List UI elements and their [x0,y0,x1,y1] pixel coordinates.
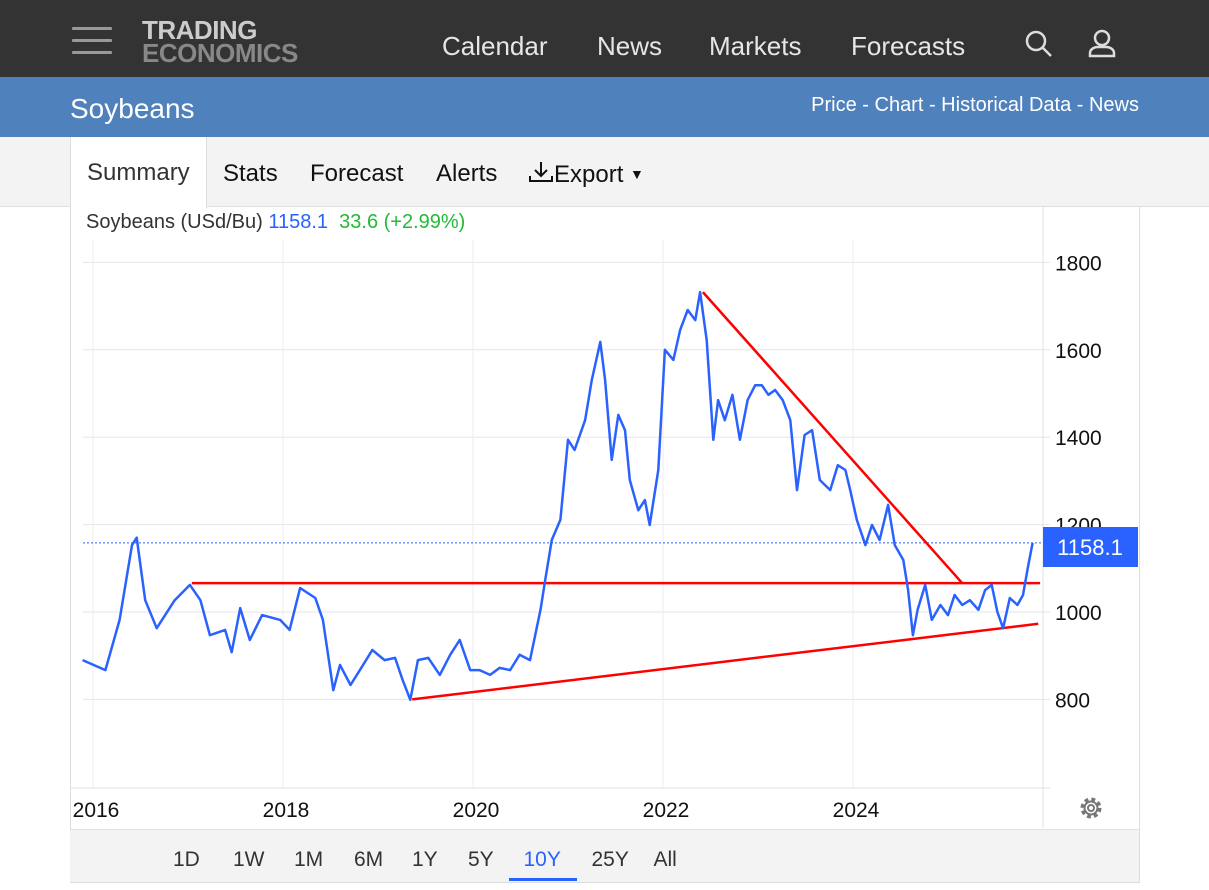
tab-forecast[interactable]: Forecast [310,160,404,187]
tab-alerts[interactable]: Alerts [436,160,498,187]
y-tick-label: 1600 [1055,340,1102,363]
chart-container [70,207,1140,883]
legend-price: 1158.1 [268,211,329,233]
tab-summary[interactable]: Summary [70,137,207,208]
range-selector [70,829,1139,882]
menu-icon[interactable] [72,27,112,57]
selected-range-indicator [509,878,577,881]
range-25y[interactable]: 25Y [591,848,629,871]
range-1w[interactable]: 1W [233,848,265,871]
trendline-resistance-falling [701,291,964,584]
x-tick-label: 2024 [833,799,880,822]
x-tick-label: 2022 [643,799,690,822]
y-tick-label: 1000 [1055,602,1102,625]
series-line-soybeans [82,290,1034,702]
range-1d[interactable]: 1D [173,848,200,871]
range-all[interactable]: All [653,848,677,871]
logo-line2: ECONOMICS [142,38,298,68]
x-tick-label: 2018 [263,799,310,822]
download-icon [529,162,553,182]
y-tick-label: 1800 [1055,252,1102,275]
trendline-support-rising [412,622,1039,701]
nav-calendar[interactable]: Calendar [442,31,548,61]
y-tick-label: 800 [1055,689,1090,712]
tab-stats[interactable]: Stats [223,160,278,187]
range-1y[interactable]: 1Y [412,848,438,871]
range-1m[interactable]: 1M [294,848,324,871]
price-label: 1158.1 [1057,535,1123,560]
logo-line1: TRADING [142,15,257,45]
range-6m[interactable]: 6M [354,848,384,871]
legend-change: 33.6 (+2.99%) [339,211,466,233]
title-banner [0,77,1209,137]
x-tick-label: 2020 [453,799,500,822]
search-icon[interactable] [1024,28,1054,60]
settings-gear-icon[interactable] [1080,797,1102,819]
nav-news[interactable]: News [597,31,663,61]
range-5y[interactable]: 5Y [468,848,494,871]
caret-down-icon: ▼ [630,166,644,182]
range-10y[interactable]: 10Y [523,848,561,871]
export-label: Export [554,161,624,188]
nav-markets[interactable]: Markets [709,31,802,61]
legend-name: Soybeans (USd/Bu) [86,211,263,233]
y-tick-label: 1400 [1055,427,1102,450]
logo[interactable]: TRADING ECONOMICS [142,15,298,68]
x-tick-label: 2016 [73,799,120,822]
tab-export[interactable]: Export ▼ [528,160,644,189]
top-navbar [0,0,1209,77]
nav-forecasts[interactable]: Forecasts [851,31,966,61]
price-label-box [1043,527,1138,567]
chart-legend: Soybeans (USd/Bu) 1158.1 33.6 (+2.99%) [86,211,465,234]
page-title: Soybeans [70,93,195,124]
user-icon[interactable] [1087,28,1117,60]
section-links[interactable]: Price - Chart - Historical Data - News [811,94,1139,116]
